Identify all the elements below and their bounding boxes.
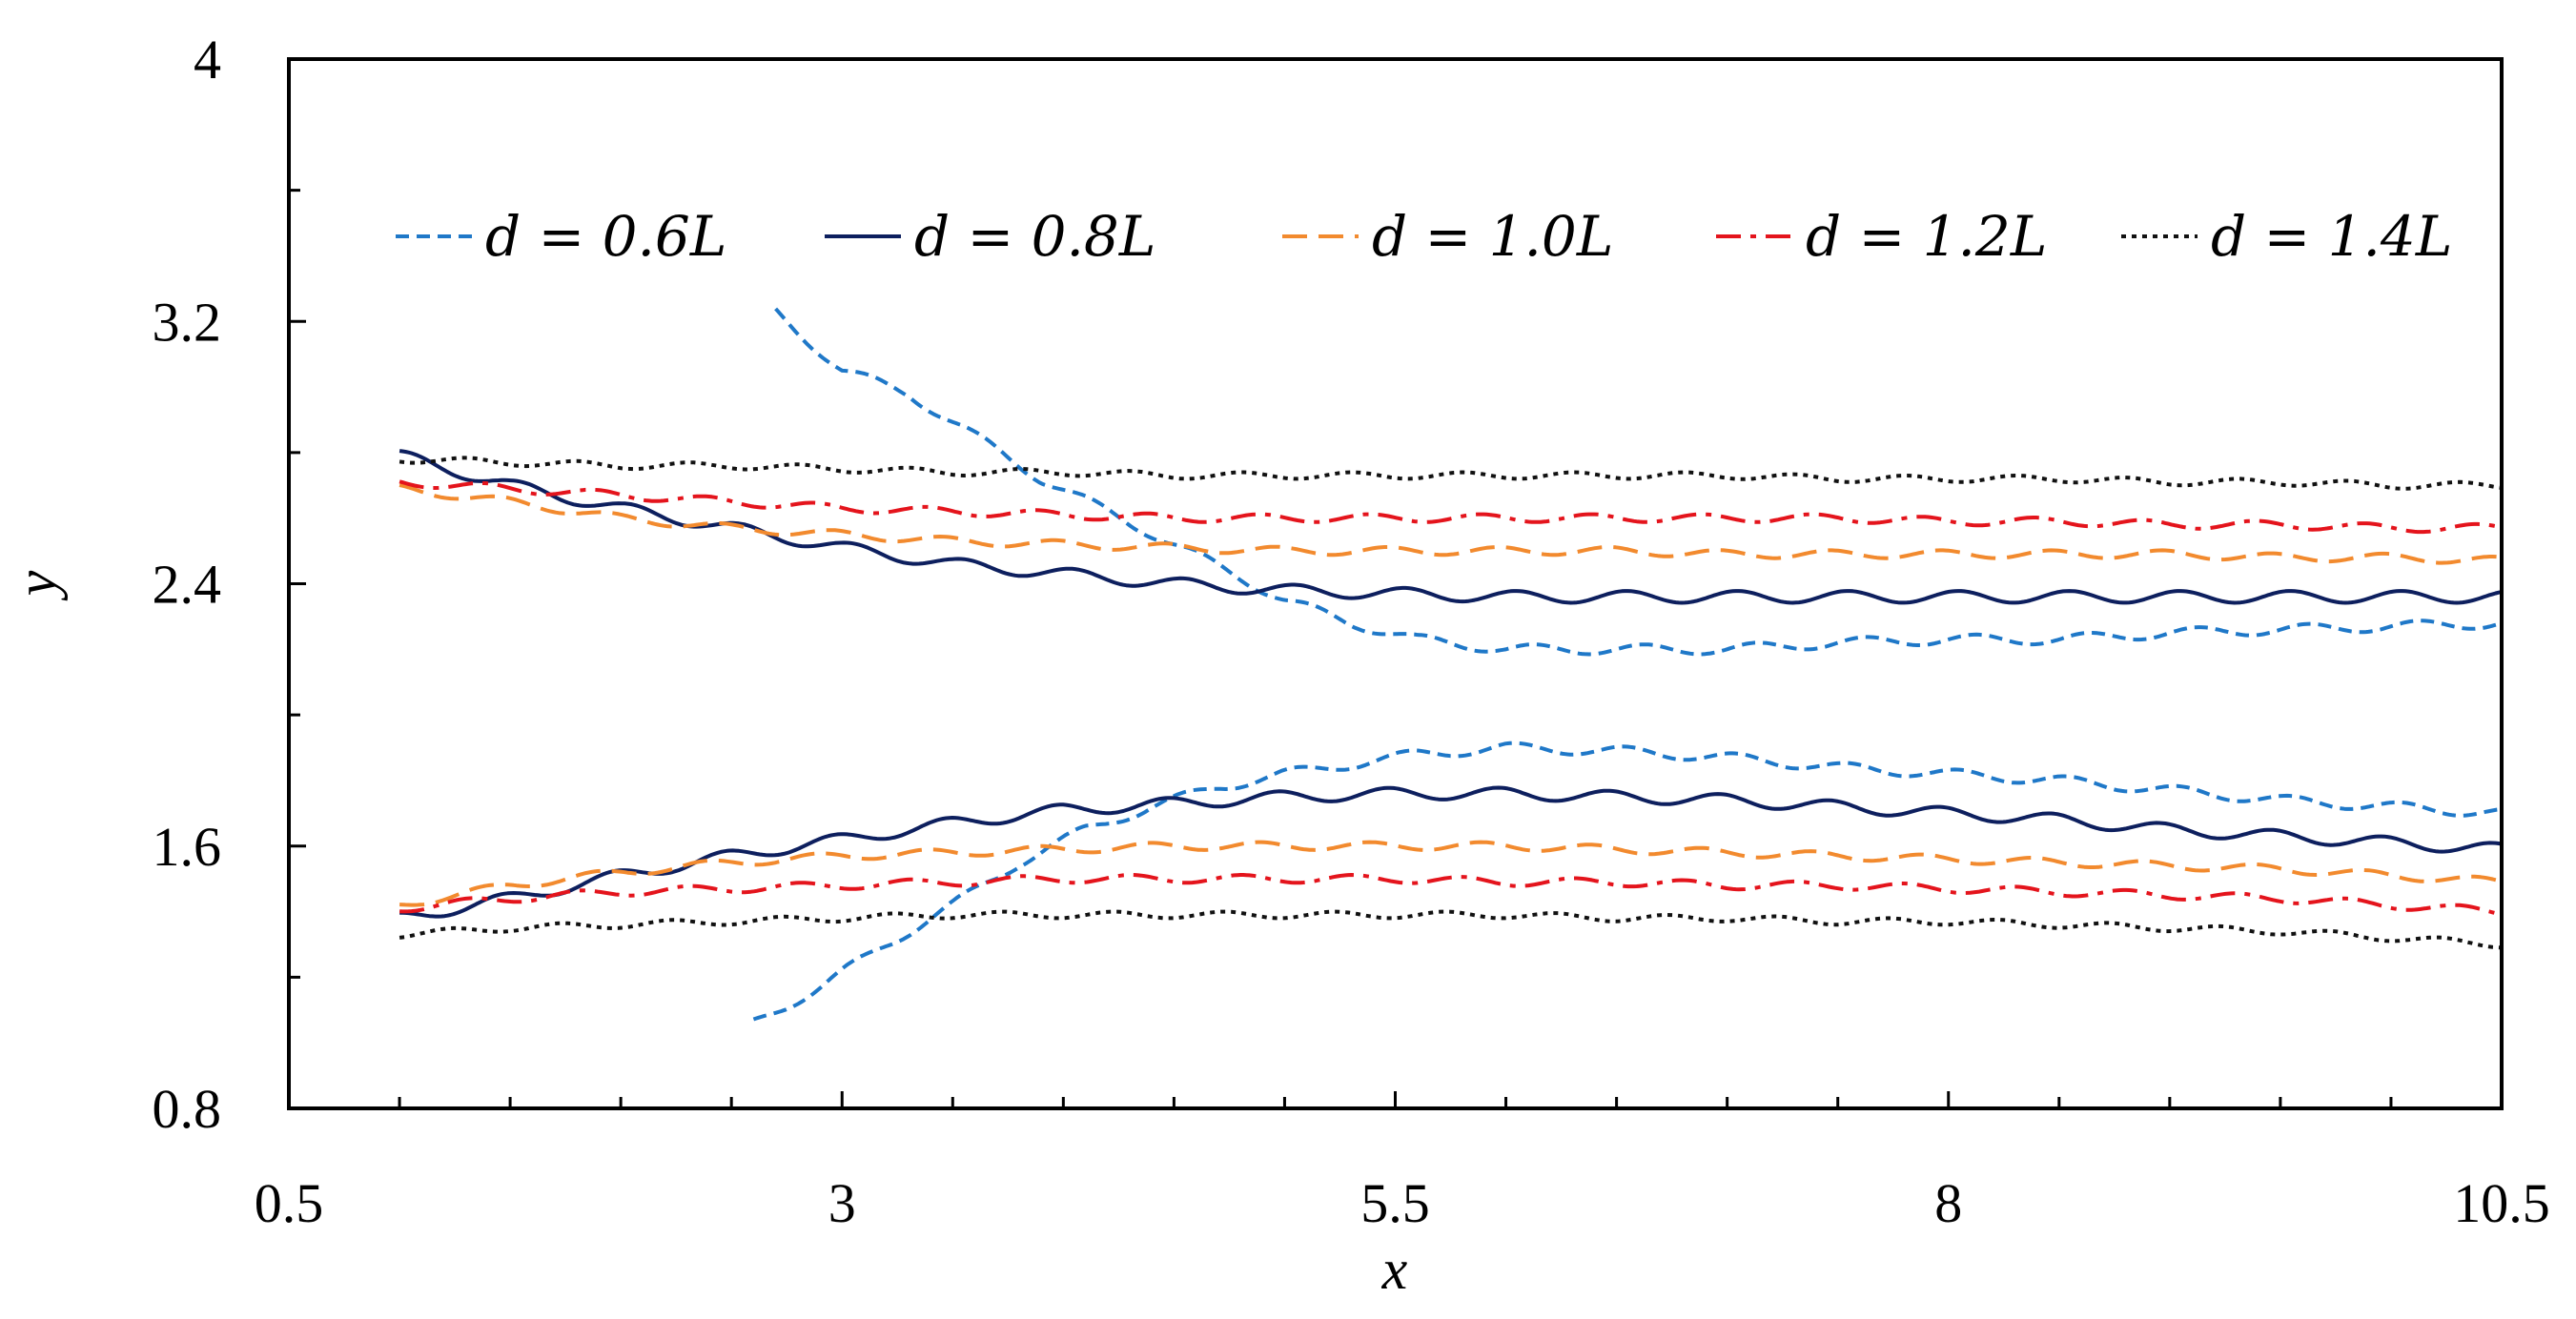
series-line-12L-lower (399, 873, 2502, 917)
y-tick-label: 2.4 (153, 554, 222, 616)
y-tick-label: 3.2 (153, 291, 222, 353)
x-axis-title: x (1381, 1238, 1408, 1301)
legend-label: d = 0.6L (485, 204, 726, 269)
legend-label: d = 1.4L (2211, 204, 2452, 269)
series-line-10L-lower (399, 840, 2502, 907)
y-tick-label: 1.6 (153, 816, 222, 878)
series-line-06L-lower (752, 741, 2502, 1022)
legend: d = 0.6L d = 0.8L d = 1.0L d = 1.2L d = 1.4L (396, 204, 2452, 269)
series-line-08L-lower (399, 785, 2502, 919)
series-line-14L-upper (399, 456, 2502, 491)
x-tick-label: 8 (1934, 1172, 1962, 1234)
y-tick-label: 0.8 (153, 1078, 222, 1140)
legend-label: d = 1.2L (1806, 204, 2047, 269)
series-line-12L-upper (399, 479, 2502, 535)
y-tick-label: 4 (194, 29, 221, 91)
series-line-08L-upper (399, 449, 2502, 605)
legend-label: d = 0.8L (914, 204, 1155, 269)
series-line-10L-upper (399, 483, 2502, 565)
series-line-14L-lower (399, 909, 2502, 950)
x-tick-label: 5.5 (1360, 1172, 1430, 1234)
y-axis-title: y (5, 570, 68, 601)
legend-label: d = 1.0L (1372, 204, 1613, 269)
x-tick-label: 10.5 (2453, 1172, 2550, 1234)
x-tick-label: 3 (828, 1172, 856, 1234)
series-line-06L-upper (774, 307, 2502, 657)
x-tick-label: 0.5 (255, 1172, 324, 1234)
